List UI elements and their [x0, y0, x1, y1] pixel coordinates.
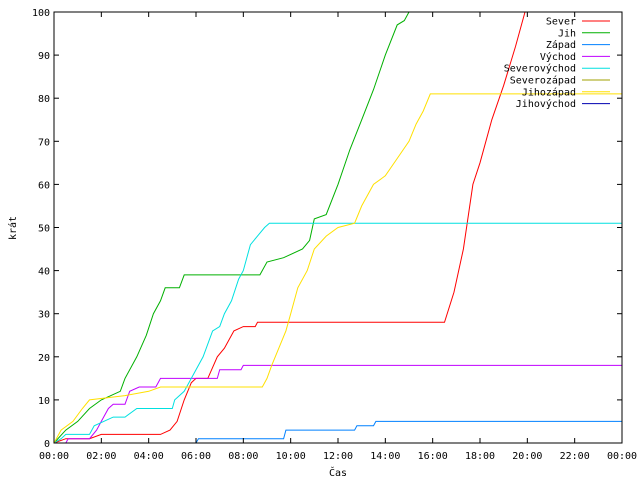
- x-tick-label: 04:00: [134, 451, 164, 462]
- series-line-západ: [54, 420, 622, 444]
- x-tick-label: 18:00: [465, 451, 495, 462]
- legend-entry: Západ: [546, 39, 610, 51]
- legend-label: Sever: [546, 17, 576, 28]
- legend-label: Severovýchod: [504, 63, 576, 75]
- y-tick-label: 80: [38, 94, 50, 105]
- x-tick-label: 00:00: [39, 451, 69, 462]
- series-lines: [53, 11, 622, 444]
- legend-entry: Jihovýchod: [516, 98, 610, 110]
- y-tick-label: 70: [38, 137, 50, 148]
- legend-entry: Východ: [540, 51, 610, 63]
- y-tick-label: 50: [38, 224, 50, 235]
- legend: SeverJihZápadVýchodSeverovýchodSeverozáp…: [504, 17, 610, 110]
- x-tick-label: 10:00: [276, 451, 306, 462]
- y-tick-label: 10: [38, 396, 50, 407]
- y-tick-label: 0: [44, 439, 50, 450]
- legend-label: Západ: [546, 39, 576, 51]
- y-axis: 0 10 20 30 40 50 60 70 80 90 100: [32, 8, 622, 450]
- legend-label: Východ: [540, 51, 576, 63]
- y-tick-label: 30: [38, 310, 50, 321]
- legend-entry: Jihozápad: [522, 86, 610, 98]
- legend-label: Severozápad: [510, 75, 576, 87]
- legend-entry: Sever: [546, 17, 610, 28]
- y-tick-label: 100: [32, 8, 50, 19]
- x-tick-label: 16:00: [418, 451, 448, 462]
- y-tick-label: 20: [38, 353, 50, 364]
- series-line-sever: [53, 11, 526, 444]
- series-line-severovýchod: [53, 222, 622, 444]
- legend-label: Jih: [558, 28, 576, 39]
- y-tick-label: 90: [38, 51, 50, 62]
- x-tick-label: 06:00: [181, 451, 211, 462]
- y-tick-label: 40: [38, 267, 50, 278]
- legend-entry: Severovýchod: [504, 63, 610, 75]
- x-tick-label: 14:00: [370, 451, 400, 462]
- legend-label: Jihovýchod: [516, 98, 576, 110]
- x-tick-label: 12:00: [323, 451, 353, 462]
- x-axis-label: Čas: [329, 466, 347, 479]
- legend-label: Jihozápad: [522, 86, 576, 98]
- series-line-jihozápad: [53, 93, 622, 444]
- series-line-jih: [53, 11, 410, 444]
- y-tick-label: 60: [38, 180, 50, 191]
- x-tick-label: 20:00: [512, 451, 542, 462]
- x-axis: 00:00 02:00 04:00 06:00 08:00 10:00 12:00 14:00…: [39, 12, 637, 462]
- y-axis-label: krát: [7, 216, 19, 240]
- x-tick-label: 00:00: [607, 451, 637, 462]
- x-tick-label: 02:00: [86, 451, 116, 462]
- x-tick-label: 22:00: [560, 451, 590, 462]
- x-tick-label: 08:00: [228, 451, 258, 462]
- series-line-východ: [54, 364, 622, 444]
- legend-entry: Jih: [558, 28, 610, 39]
- legend-entry: Severozápad: [510, 75, 610, 87]
